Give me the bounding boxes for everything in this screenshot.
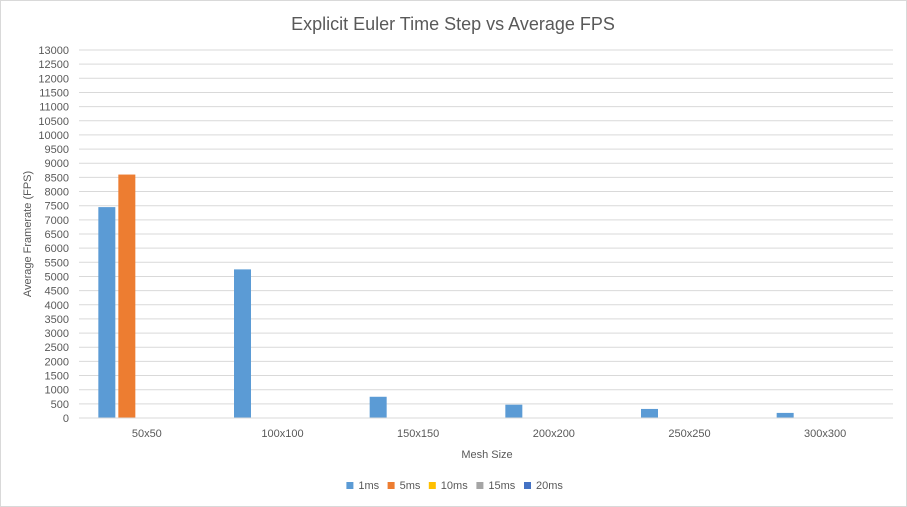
gridlines xyxy=(79,49,893,405)
y-tick-label: 10500 xyxy=(38,116,69,128)
legend: 1ms 5ms 10ms 15ms 20ms xyxy=(346,480,563,492)
x-tick-label: 50x50 xyxy=(132,428,162,440)
y-tick-label: 12000 xyxy=(38,73,69,85)
y-tick-label: 500 xyxy=(51,399,69,411)
y-tick-label: 6500 xyxy=(45,229,69,241)
bar-1ms-300x300 xyxy=(776,412,794,418)
y-tick-label: 7500 xyxy=(45,201,69,213)
y-tick-label: 2000 xyxy=(45,356,69,368)
x-tick-label: 300x300 xyxy=(804,428,846,440)
legend-swatch-1ms xyxy=(346,482,354,489)
y-tick-label: 9500 xyxy=(45,144,69,156)
legend-label: 5ms xyxy=(400,480,421,492)
bars xyxy=(98,174,794,418)
y-tick-label: 10000 xyxy=(38,130,69,142)
legend-swatch-10ms xyxy=(428,482,436,489)
legend-label: 20ms xyxy=(536,480,563,492)
y-tick-label: 8000 xyxy=(45,187,69,199)
legend-label: 10ms xyxy=(441,480,468,492)
y-tick-label: 1500 xyxy=(45,371,69,383)
legend-swatch-20ms xyxy=(524,482,531,489)
y-tick-label: 5000 xyxy=(45,271,69,283)
legend-swatch-5ms xyxy=(387,482,395,489)
x-tick-label: 150x150 xyxy=(397,428,439,440)
y-tick-label: 5500 xyxy=(45,257,69,269)
x-tick-label: 200x200 xyxy=(533,428,575,440)
y-tick-label: 11500 xyxy=(39,87,69,99)
y-tick-label: 12500 xyxy=(38,59,69,71)
bar-1ms-250x250 xyxy=(641,408,658,418)
y-tick-label: 4000 xyxy=(45,300,69,312)
bar-1ms-50x50 xyxy=(98,207,116,418)
y-tick-label: 0 xyxy=(63,413,69,425)
x-tick-label: 250x250 xyxy=(668,428,710,440)
y-tick-label: 6000 xyxy=(45,243,69,255)
y-tick-label: 2500 xyxy=(45,342,69,354)
bar-5ms-50x50 xyxy=(118,174,136,418)
y-tick-label: 11000 xyxy=(39,102,69,114)
y-axis-ticks: 0 500 1000 1500 2000 2500 3000 3500 4000 4500 5000… xyxy=(38,45,69,425)
y-axis-label: Average Framerate (FPS) xyxy=(22,171,34,297)
bar-1ms-100x100 xyxy=(234,269,251,418)
x-axis-label: Mesh Size xyxy=(461,449,512,461)
legend-swatch-15ms xyxy=(476,482,484,489)
bar-1ms-150x150 xyxy=(369,396,387,418)
x-axis-ticks: 50x50 100x100 150x150 200x200 250x250 300x300 xyxy=(132,428,846,440)
y-tick-label: 4500 xyxy=(45,286,69,298)
y-tick-label: 13000 xyxy=(38,45,69,57)
chart-title: Explicit Euler Time Step vs Average FPS xyxy=(291,14,615,34)
bar-1ms-200x200 xyxy=(505,404,523,418)
y-tick-label: 3000 xyxy=(45,328,69,340)
y-tick-label: 9000 xyxy=(45,158,69,170)
legend-label: 1ms xyxy=(358,480,379,492)
y-tick-label: 1000 xyxy=(45,385,69,397)
y-tick-label: 7000 xyxy=(45,215,69,227)
x-tick-label: 100x100 xyxy=(261,428,303,440)
y-tick-label: 3500 xyxy=(45,314,69,326)
y-tick-label: 8500 xyxy=(45,172,69,184)
legend-label: 15ms xyxy=(488,480,515,492)
